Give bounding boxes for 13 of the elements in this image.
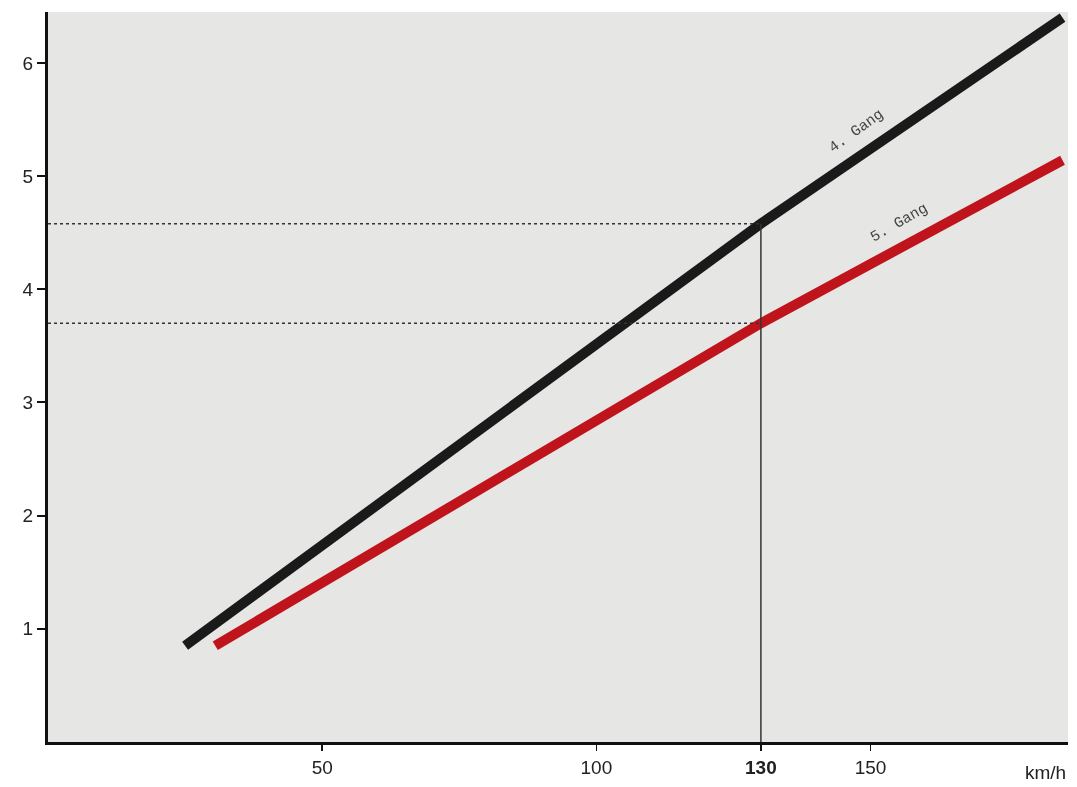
x-axis-title: km/h — [1025, 762, 1067, 783]
y-tick-label: 6 — [22, 52, 34, 74]
y-tick-label: 4 — [22, 278, 34, 300]
y-tick-label: 2 — [22, 505, 34, 527]
annotation: 4. Gang — [825, 106, 888, 157]
x-tick-label: 130 — [745, 756, 777, 778]
annotation: 5. Gang — [867, 200, 931, 247]
x-tick-label: 100 — [580, 756, 613, 778]
x-tick-label: 150 — [854, 756, 887, 778]
x-tick-label: 50 — [311, 756, 333, 778]
y-tick-label: 1 — [22, 618, 34, 640]
y-tick-label: 3 — [22, 392, 34, 414]
y-tick-label: 5 — [22, 165, 34, 187]
